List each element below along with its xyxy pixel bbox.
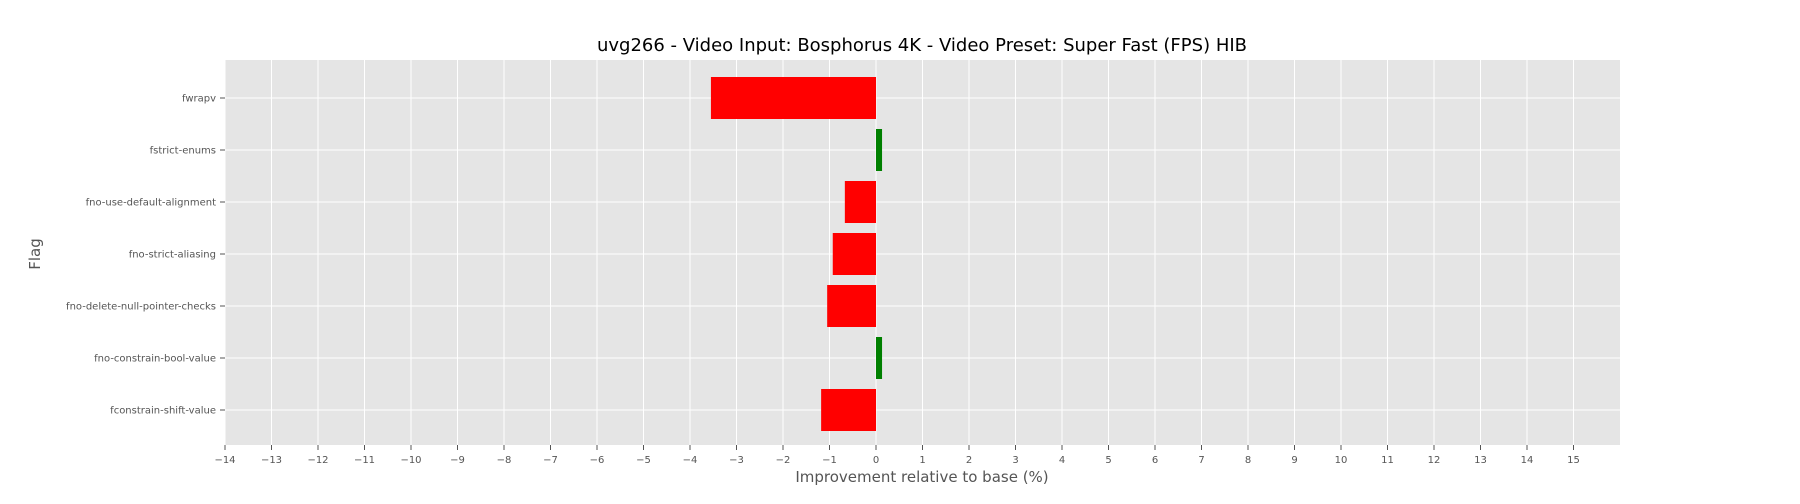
x-tick-label: −12 (307, 455, 328, 466)
bar-fno-delete-null-pointer-checks (827, 285, 876, 327)
x-tick-label: −2 (776, 455, 791, 466)
y-tick-label: fno-use-default-alignment (86, 198, 216, 209)
bar-fwrapv (710, 77, 876, 119)
x-tick-label: −9 (450, 455, 465, 466)
chart-title: uvg266 - Video Input: Bosphorus 4K - Vid… (597, 35, 1247, 56)
bar-fstrict-enums (876, 129, 883, 171)
x-tick-label: 8 (1245, 455, 1251, 466)
x-tick-label: 11 (1381, 455, 1394, 466)
x-tick-label: −3 (729, 455, 744, 466)
x-tick-label: 0 (873, 455, 879, 466)
x-tick-label: 6 (1152, 455, 1158, 466)
x-tick-label: −4 (683, 455, 698, 466)
y-tick-label: fno-delete-null-pointer-checks (66, 302, 216, 313)
bars (710, 77, 883, 431)
x-tick-label: 14 (1521, 455, 1534, 466)
x-tick-label: 15 (1567, 455, 1580, 466)
x-tick-label: −10 (400, 455, 421, 466)
x-tick-label: −11 (354, 455, 375, 466)
bar-fno-constrain-bool-value (876, 337, 883, 379)
x-tick-label: 9 (1291, 455, 1297, 466)
y-tick-label: fconstrain-shift-value (110, 406, 216, 417)
x-tick-label: 10 (1335, 455, 1348, 466)
bar-fconstrain-shift-value (821, 389, 876, 431)
x-tick-label: −6 (590, 455, 605, 466)
x-axis-title: Improvement relative to base (%) (795, 468, 1048, 486)
x-tick-label: −5 (636, 455, 651, 466)
y-tick-label: fno-constrain-bool-value (94, 354, 216, 365)
x-tick-label: −1 (822, 455, 837, 466)
x-tick-label: −14 (214, 455, 235, 466)
x-tick-label: 5 (1105, 455, 1111, 466)
x-tick-label: 1 (919, 455, 925, 466)
y-axis-ticks: fwrapv fstrict-enums fno-use-default-align… (66, 94, 225, 417)
y-tick-label: fwrapv (182, 94, 216, 105)
x-tick-label: 12 (1428, 455, 1441, 466)
y-tick-label: fno-strict-aliasing (129, 250, 216, 261)
grid-lines (224, 60, 1620, 445)
x-tick-label: 4 (1059, 455, 1065, 466)
x-axis-ticks: −14 −13 −12 −11 −10 −9 −8 −7 −6 −5 −4 −3 −2 −1 0 1 2 3 4 5 6… (214, 445, 1580, 466)
x-tick-label: −13 (261, 455, 282, 466)
x-tick-label: −7 (543, 455, 558, 466)
x-tick-label: 2 (966, 455, 972, 466)
x-tick-label: 3 (1012, 455, 1018, 466)
x-tick-label: 7 (1198, 455, 1204, 466)
bar-fno-use-default-alignment (844, 181, 876, 223)
y-tick-label: fstrict-enums (150, 146, 216, 157)
y-axis-title: Flag (26, 238, 44, 270)
bar-fno-strict-aliasing (832, 233, 876, 275)
x-tick-label: 13 (1474, 455, 1487, 466)
x-tick-label: −8 (497, 455, 512, 466)
